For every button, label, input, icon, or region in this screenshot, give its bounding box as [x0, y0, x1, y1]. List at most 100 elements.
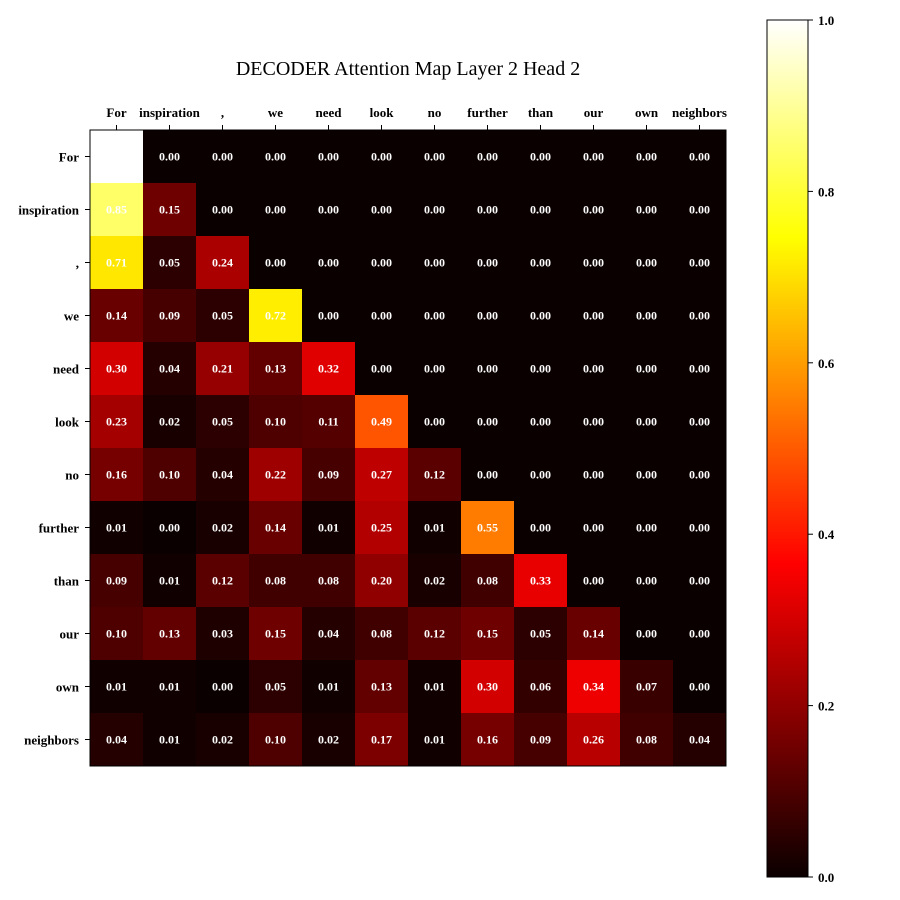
heatmap-cell [620, 183, 674, 237]
cell-value-label: 0.24 [212, 256, 233, 270]
y-tick-label: own [56, 680, 80, 695]
heatmap-cell [567, 183, 621, 237]
heatmap-cell [567, 501, 621, 555]
heatmap-cell [355, 607, 409, 661]
heatmap-cell [143, 183, 197, 237]
cell-value-label: 0.00 [212, 203, 233, 217]
heatmap-cell [302, 289, 356, 343]
heatmap-cell [90, 236, 144, 290]
cell-value-label: 0.85 [106, 203, 127, 217]
cell-value-label: 0.00 [477, 362, 498, 376]
cell-value-label: 0.09 [530, 733, 551, 747]
heatmap-cell [249, 713, 303, 767]
cell-value-label: 0.13 [371, 680, 392, 694]
cell-value-label: 0.02 [159, 415, 180, 429]
x-tick-label: , [221, 105, 224, 120]
heatmap-cell [249, 554, 303, 608]
cell-value-label: 0.25 [371, 521, 392, 535]
cell-value-label: 0.00 [371, 150, 392, 164]
heatmap-cell [567, 342, 621, 396]
heatmap-cell [514, 554, 568, 608]
heatmap-cell [620, 554, 674, 608]
heatmap-cell [673, 342, 727, 396]
heatmap-cell [408, 342, 462, 396]
cell-value-label: 0.04 [106, 733, 127, 747]
cell-value-label: 0.00 [636, 309, 657, 323]
heatmap-cell [461, 183, 515, 237]
heatmap-cell [673, 289, 727, 343]
heatmap-cell [461, 607, 515, 661]
y-tick-label: inspiration [18, 203, 79, 218]
cell-value-label: 0.00 [424, 309, 445, 323]
heatmap-cell [673, 183, 727, 237]
heatmap-cell [249, 607, 303, 661]
heatmap-cell [355, 183, 409, 237]
cell-value-label: 0.14 [106, 309, 127, 323]
x-tick-label: we [268, 105, 283, 120]
cell-value-label: 0.05 [212, 309, 233, 323]
heatmap-cell [196, 289, 250, 343]
heatmap-cell [620, 395, 674, 449]
cell-value-label: 0.00 [424, 256, 445, 270]
heatmap-cell [514, 183, 568, 237]
heatmap-cell [673, 660, 727, 714]
heatmap-cell [408, 660, 462, 714]
heatmap-cell [673, 130, 727, 184]
heatmap-cell [90, 713, 144, 767]
cell-value-label: 0.21 [212, 362, 233, 376]
cell-value-label: 0.16 [106, 468, 127, 482]
heatmap-cell [302, 183, 356, 237]
heatmap-cell [620, 342, 674, 396]
heatmap-cell [567, 395, 621, 449]
cell-value-label: 0.08 [318, 574, 339, 588]
cell-value-label: 0.01 [106, 680, 127, 694]
cell-value-label: 0.49 [371, 415, 392, 429]
cell-value-label: 0.00 [689, 521, 710, 535]
heatmap-cell [355, 448, 409, 502]
heatmap-cell [196, 342, 250, 396]
cell-value-label: 0.15 [265, 627, 286, 641]
cell-value-label: 0.00 [318, 150, 339, 164]
heatmap-cell [249, 183, 303, 237]
heatmap-cell [90, 607, 144, 661]
heatmap-cell [143, 713, 197, 767]
cell-value-label: 0.72 [265, 309, 286, 323]
cell-value-label: 0.01 [106, 521, 127, 535]
y-tick-label: , [76, 256, 79, 271]
heatmap-cell [514, 342, 568, 396]
heatmap-cell [90, 448, 144, 502]
x-tick-label: our [584, 105, 604, 120]
cell-value-label: 0.00 [689, 203, 710, 217]
cell-value-label: 0.04 [159, 362, 180, 376]
heatmap-cell [249, 448, 303, 502]
heatmap-cell [249, 236, 303, 290]
heatmap-cell [143, 395, 197, 449]
heatmap-cell [355, 660, 409, 714]
heatmap-cell [90, 501, 144, 555]
heatmap-cell [620, 289, 674, 343]
cell-value-label: 0.00 [583, 256, 604, 270]
cell-value-label: 0.09 [318, 468, 339, 482]
heatmap-cell [408, 713, 462, 767]
heatmap-cell [567, 660, 621, 714]
cell-value-label: 0.00 [530, 203, 551, 217]
x-tick-label: need [316, 105, 343, 120]
heatmap-cell [143, 289, 197, 343]
cell-value-label: 0.00 [689, 256, 710, 270]
cell-value-label: 0.10 [265, 415, 286, 429]
cell-value-label: 0.00 [212, 150, 233, 164]
cell-value-label: 0.00 [371, 309, 392, 323]
heatmap-cell [567, 554, 621, 608]
colorbar-tick-label: 0.6 [818, 356, 835, 371]
cell-value-label: 0.01 [424, 733, 445, 747]
cell-value-label: 0.00 [318, 256, 339, 270]
x-tick-label: than [528, 105, 554, 120]
heatmap-cell [514, 448, 568, 502]
cell-value-label: 0.14 [265, 521, 286, 535]
cell-value-label: 0.00 [318, 309, 339, 323]
cell-value-label: 0.02 [318, 733, 339, 747]
x-axis-ticks: For inspiration, we need look no further than ou… [106, 105, 727, 130]
cell-value-label: 0.00 [583, 415, 604, 429]
heatmap-cell [196, 713, 250, 767]
cell-value-label: 0.13 [159, 627, 180, 641]
